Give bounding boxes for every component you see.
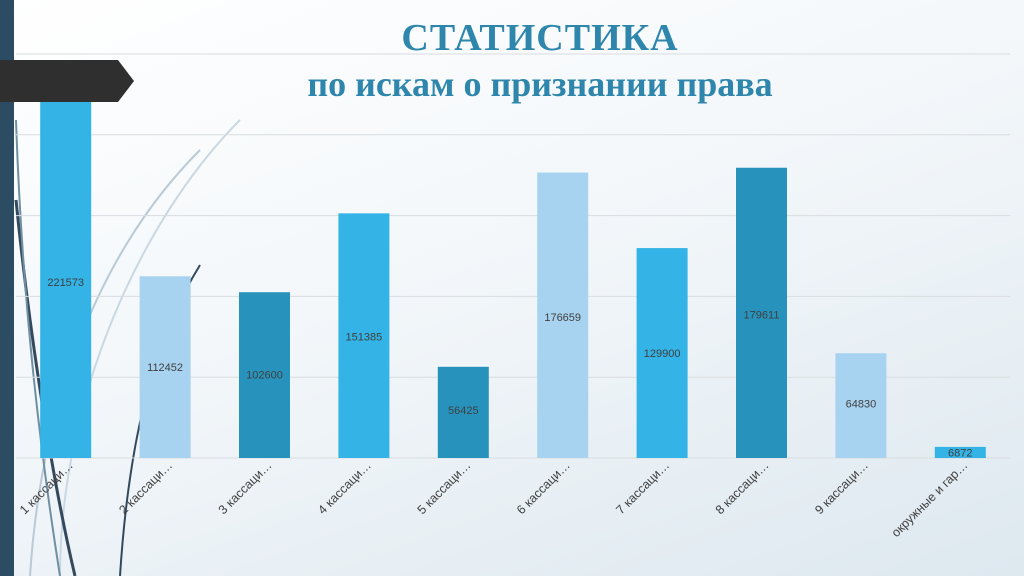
title-block: СТАТИСТИКА по искам о признании права — [180, 14, 900, 106]
bar — [40, 99, 92, 458]
data-labels: 221573 112452 102600 151385 56425 176659 12990… — [47, 277, 972, 459]
data-label: 64830 — [846, 399, 877, 411]
data-label: 129900 — [644, 348, 681, 360]
bar — [139, 276, 191, 458]
data-label: 6872 — [948, 447, 972, 459]
bar — [736, 167, 787, 458]
data-label: 102600 — [246, 369, 283, 381]
data-label: 56425 — [448, 405, 479, 417]
category-label: 3 кассаци… — [216, 458, 275, 517]
category-label: 8 кассаци… — [713, 458, 772, 517]
bar — [934, 446, 986, 458]
category-label: 4 кассаци… — [315, 458, 374, 517]
bar — [239, 292, 290, 458]
bars — [40, 99, 986, 459]
side-accent-band — [0, 0, 14, 576]
data-label: 176659 — [544, 312, 581, 324]
category-label: 7 кассаци… — [613, 458, 672, 517]
slide-tab-marker — [0, 60, 134, 102]
category-label: 6 кассаци… — [514, 458, 573, 517]
data-label: 151385 — [346, 332, 383, 344]
category-label: 9 кассаци… — [812, 458, 871, 517]
slide-title: СТАТИСТИКА — [401, 17, 679, 59]
slide-subtitle: по искам о признании права — [307, 64, 773, 104]
bar — [437, 366, 489, 458]
category-label: окружные и гар… — [889, 458, 971, 540]
bar — [636, 248, 688, 458]
data-label: 221573 — [47, 277, 84, 289]
data-label: 179611 — [744, 310, 780, 322]
decorative-curve — [59, 119, 241, 576]
category-labels: 1 кассаци… 2 кассаци… 3 кассаци… 4 кассаци…… — [17, 458, 970, 540]
decorative-curve — [15, 119, 61, 576]
data-label: 112452 — [147, 362, 183, 374]
bar — [537, 172, 589, 459]
category-label: 2 кассаци… — [116, 458, 175, 517]
bar — [835, 353, 887, 458]
bar — [338, 213, 390, 458]
category-label: 5 кассаци… — [415, 458, 474, 517]
